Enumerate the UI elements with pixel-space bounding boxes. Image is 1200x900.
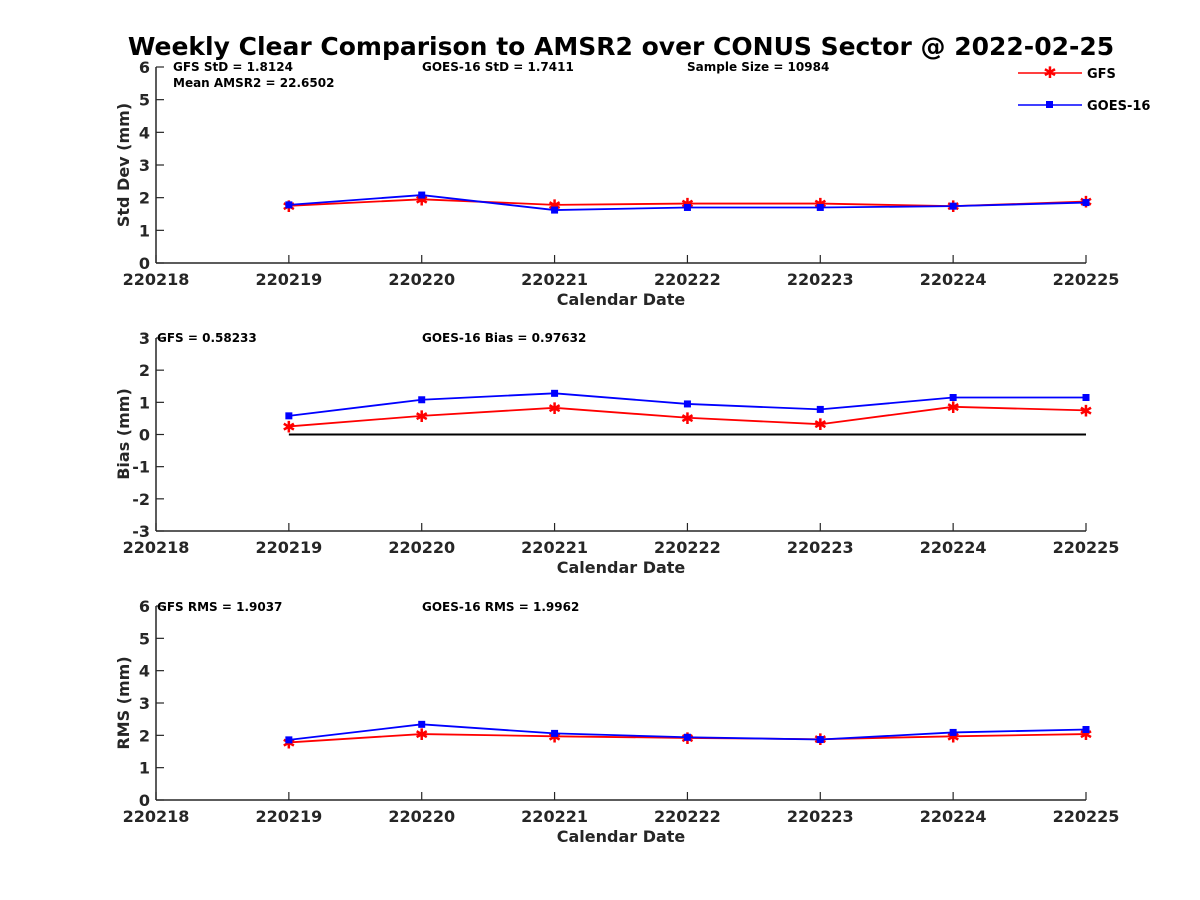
bias-y-tick-label: 1: [139, 393, 150, 412]
bias-y-tick-label: -2: [132, 490, 150, 509]
stddev-x-tick-label: 220218: [123, 270, 190, 289]
stddev-x-tick-label: 220224: [920, 270, 987, 289]
rms-annotation: GOES-16 RMS = 1.9962: [422, 600, 579, 614]
stddev-y-tick-label: 1: [139, 221, 150, 240]
stddev-goes16-point: [418, 191, 426, 199]
rms-goes16-point: [816, 736, 824, 744]
bias-x-axis-label: Calendar Date: [557, 558, 686, 577]
bias-x-tick-label: 220222: [654, 538, 721, 557]
stddev-x-axis-label: Calendar Date: [557, 290, 686, 309]
rms-goes16-point: [1082, 726, 1090, 734]
rms-x-tick-label: 220218: [123, 807, 190, 826]
stddev-x-tick-label: 220220: [388, 270, 455, 289]
rms-panel: 220218 220219 220220 220221 220222 220223 2202…: [114, 597, 1119, 846]
bias-gfs-point: ✱: [814, 415, 827, 434]
legend-goes16-label: GOES-16: [1087, 99, 1150, 114]
stddev-x-tick-label: 220225: [1053, 270, 1120, 289]
rms-goes16-point: [551, 729, 559, 737]
bias-annotation: GFS = 0.58233: [157, 331, 257, 345]
bias-gfs-point: ✱: [1079, 401, 1092, 420]
rms-y-tick-label: 4: [139, 662, 150, 681]
bias-gfs-point: ✱: [415, 407, 428, 426]
bias-gfs-point: ✱: [946, 398, 959, 417]
rms-x-tick-label: 220224: [920, 807, 987, 826]
rms-goes16-point: [418, 720, 426, 728]
stddev-goes16-point: [949, 202, 957, 210]
rms-x-tick-label: 220225: [1053, 807, 1120, 826]
stddev-y-tick-label: 0: [139, 254, 150, 273]
bias-y-axis-label: Bias (mm): [114, 388, 133, 480]
legend-gfs-label: GFS: [1087, 67, 1116, 82]
bias-x-tick-label: 220225: [1053, 538, 1120, 557]
rms-x-tick-label: 220222: [654, 807, 721, 826]
stddev-x-tick-label: 220223: [787, 270, 854, 289]
legend: ✱ GFS GOES-16: [1018, 63, 1150, 114]
rms-x-axis-label: Calendar Date: [557, 827, 686, 846]
bias-goes16-point: [285, 412, 293, 420]
chart-title: Weekly Clear Comparison to AMSR2 over CO…: [128, 32, 1114, 61]
bias-panel: 220218 220219 220220 220221 220222 220223 2202…: [114, 329, 1119, 577]
bias-goes16-point: [1082, 394, 1090, 402]
bias-gfs-point: ✱: [548, 399, 561, 418]
rms-x-tick-label: 220221: [521, 807, 588, 826]
rms-y-tick-label: 1: [139, 759, 150, 778]
bias-goes16-point: [683, 400, 691, 408]
bias-y-tick-label: -3: [132, 522, 150, 541]
stddev-annotation: Sample Size = 10984: [687, 60, 829, 74]
bias-gfs-point: ✱: [282, 417, 295, 436]
stddev-goes16-point: [683, 203, 691, 211]
rms-x-tick-label: 220219: [255, 807, 322, 826]
stddev-goes16-point: [285, 201, 293, 209]
bias-gfs-line: [288, 405, 1087, 428]
bias-x-tick-label: 220219: [255, 538, 322, 557]
stddev-x-tick-label: 220221: [521, 270, 588, 289]
rms-x-tick-label: 220220: [388, 807, 455, 826]
rms-goes16-point: [285, 736, 293, 744]
bias-y-tick-label: 3: [139, 329, 150, 348]
stddev-goes16-point: [816, 203, 824, 211]
stddev-annotation: Mean AMSR2 = 22.6502: [173, 76, 334, 90]
bias-x-tick-label: 220224: [920, 538, 987, 557]
stddev-goes16-point: [551, 206, 559, 214]
bias-y-tick-label: 0: [139, 426, 150, 445]
stddev-y-axis-label: Std Dev (mm): [114, 103, 133, 227]
rms-y-tick-label: 6: [139, 597, 150, 616]
rms-y-tick-label: 2: [139, 726, 150, 745]
stddev-goes16-point: [1082, 199, 1090, 207]
legend-goes16-marker: [1046, 101, 1053, 108]
stddev-y-tick-label: 5: [139, 91, 150, 110]
bias-gfs-point: ✱: [681, 409, 694, 428]
bias-x-tick-label: 220223: [787, 538, 854, 557]
rms-gfs-point: ✱: [415, 725, 428, 744]
rms-goes16-point: [683, 733, 691, 741]
stddev-y-tick-label: 6: [139, 58, 150, 77]
legend-gfs-marker: ✱: [1043, 63, 1056, 82]
stddev-panel: 220218 220219 220220 220221 220222 220223 2202…: [114, 58, 1119, 309]
bias-goes16-point: [816, 405, 824, 413]
rms-y-axis-label: RMS (mm): [114, 656, 133, 749]
bias-x-tick-label: 220218: [123, 538, 190, 557]
rms-goes16-point: [949, 728, 957, 736]
rms-annotation: GFS RMS = 1.9037: [157, 600, 282, 614]
stddev-y-tick-label: 2: [139, 189, 150, 208]
stddev-x-tick-label: 220219: [255, 270, 322, 289]
bias-x-tick-label: 220221: [521, 538, 588, 557]
rms-y-tick-label: 3: [139, 694, 150, 713]
rms-x-tick-label: 220223: [787, 807, 854, 826]
bias-annotation: GOES-16 Bias = 0.97632: [422, 331, 586, 345]
rms-y-tick-label: 0: [139, 791, 150, 810]
stddev-annotation: GFS StD = 1.8124: [173, 60, 293, 74]
rms-y-tick-label: 5: [139, 629, 150, 648]
bias-x-tick-label: 220220: [388, 538, 455, 557]
bias-y-tick-label: 2: [139, 361, 150, 380]
stddev-y-tick-label: 4: [139, 123, 150, 142]
stddev-y-tick-label: 3: [139, 156, 150, 175]
stddev-annotation: GOES-16 StD = 1.7411: [422, 60, 574, 74]
bias-goes16-point: [949, 394, 957, 402]
bias-goes16-point: [551, 389, 559, 397]
stddev-x-tick-label: 220222: [654, 270, 721, 289]
bias-goes16-point: [418, 396, 426, 404]
bias-y-tick-label: -1: [132, 458, 150, 477]
